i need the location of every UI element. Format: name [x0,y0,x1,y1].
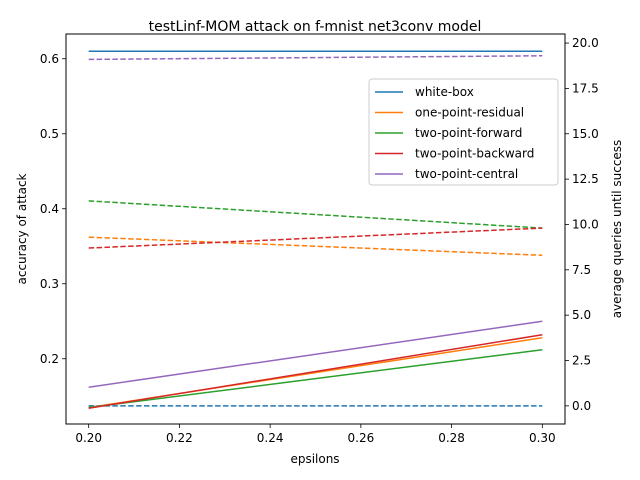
y-right-tick-label: 5.0 [572,308,591,322]
series-lines [88,50,543,409]
series-accuracy-two-point-forward [88,349,543,409]
y-right-tick-label: 15.0 [572,127,599,141]
y-right-tick-label: 7.5 [572,263,591,277]
x-tick-label: 0.30 [529,431,556,445]
chart-title: testLinf-MOM attack on f-mnist net3conv … [149,19,482,35]
y-left-tick-label: 0.5 [40,127,59,141]
x-tick-label: 0.28 [438,431,465,445]
y-right-tick-label: 17.5 [572,81,599,95]
plot-frame [65,33,566,425]
legend-entry: two-point-central [415,167,518,181]
y-axis-left: 0.2 0.3 0.4 0.5 0.6 [40,52,66,366]
y-right-tick-label: 0.0 [572,399,591,413]
y-right-tick-label: 12.5 [572,172,599,186]
y-right-tick-label: 20.0 [572,36,599,50]
series-queries-one-point-residual [88,236,543,257]
x-tick-label: 0.22 [166,431,193,445]
x-axis-label: epsilons [290,452,339,466]
x-tick-label: 0.24 [257,431,284,445]
x-tick-label: 0.20 [75,431,102,445]
legend: white-box one-point-residual two-point-for… [368,78,559,186]
legend-entry: two-point-backward [415,147,534,161]
series-queries-two-point-central [88,55,543,61]
y-right-tick-label: 2.5 [572,354,591,368]
x-tick-label: 0.26 [348,431,375,445]
series-accuracy-two-point-backward [88,334,543,409]
series-queries-two-point-forward [88,200,543,229]
y-left-tick-label: 0.2 [40,352,59,366]
y-left-tick-label: 0.3 [40,277,59,291]
series-accuracy-two-point-central [88,320,543,388]
y-axis-left-label: accuracy of attack [15,173,29,284]
x-axis: 0.20 0.22 0.24 0.26 0.28 0.30 [75,424,556,445]
legend-box [368,78,559,186]
series-queries-two-point-backward [88,227,543,249]
y-left-tick-label: 0.6 [40,52,59,66]
legend-entry: white-box [415,85,474,99]
y-left-tick-label: 0.4 [40,202,59,216]
y-right-tick-label: 10.0 [572,217,599,231]
legend-entry: one-point-residual [415,106,524,120]
y-axis-right: 0.0 2.5 5.0 7.5 10.0 12.5 15.0 17.5 20.0 [565,36,599,413]
legend-entry: two-point-forward [415,126,522,140]
y-axis-right-label: average queries until success [610,140,624,319]
